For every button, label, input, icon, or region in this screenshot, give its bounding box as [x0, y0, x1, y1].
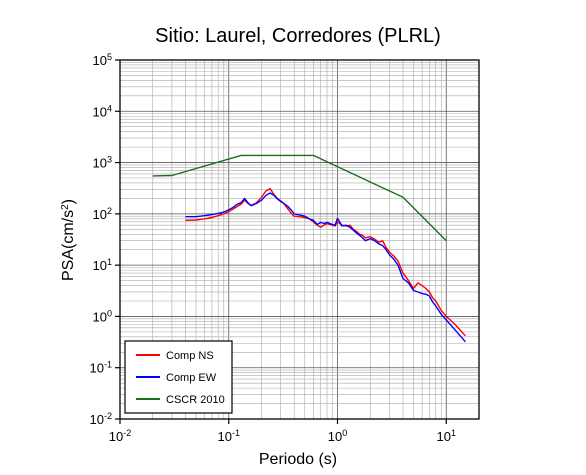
y-tick-label-exp: 1: [107, 257, 112, 267]
y-axis-label-sup: 2: [60, 204, 71, 210]
y-tick-label-base: 10: [93, 156, 107, 171]
x-tick-label: 10-1: [218, 428, 240, 444]
y-tick-label-base: 10: [93, 53, 107, 68]
y-axis-label-base: PSA(cm/s: [60, 210, 77, 281]
y-tick-label-exp: 3: [107, 155, 112, 165]
x-tick-label-exp: 1: [451, 428, 456, 438]
legend-label-1: Comp NS: [166, 350, 214, 362]
grid: [119, 59, 480, 420]
x-tick-label-base: 10: [328, 429, 342, 444]
y-tick-label-exp: -1: [104, 360, 112, 370]
x-tick-label: 100: [328, 428, 347, 444]
x-tick-label-exp: -1: [232, 428, 240, 438]
chart-title: Sitio: Laurel, Corredores (PLRL): [155, 25, 441, 47]
x-tick-label-exp: 0: [342, 428, 347, 438]
x-tick-labels: 10-2 10-1 100 101: [109, 428, 456, 444]
y-tick-label-exp: 5: [107, 52, 112, 62]
y-tick-label: 101: [93, 257, 112, 273]
y-tick-label-exp: 0: [107, 308, 112, 318]
y-axis-label-end: ): [60, 199, 77, 204]
y-tick-label-base: 10: [93, 207, 107, 222]
y-tick-label-exp: 4: [107, 103, 112, 113]
y-tick-label-exp: -2: [104, 411, 112, 421]
series-group: [152, 154, 466, 343]
y-axis-label: PSA(cm/s2): [60, 199, 78, 281]
x-tick-label-exp: -2: [123, 428, 131, 438]
legend-label-3: CSCR 2010: [166, 394, 225, 406]
x-tick-label-base: 10: [109, 429, 123, 444]
y-tick-label: 10-1: [90, 360, 112, 376]
series-line-2: [185, 192, 466, 343]
x-tick-label: 101: [437, 428, 456, 444]
x-tick-label-base: 10: [437, 429, 451, 444]
y-tick-label-base: 10: [90, 412, 104, 427]
legend: Comp NS Comp EW CSCR 2010: [124, 340, 233, 414]
y-tick-label-exp: 2: [107, 206, 112, 216]
y-tick-label: 105: [93, 52, 112, 68]
x-tick-label: 10-2: [109, 428, 131, 444]
legend-label-2: Comp EW: [166, 372, 217, 384]
plot-frame: [119, 59, 480, 420]
y-tick-label: 104: [93, 103, 112, 119]
y-tick-label-base: 10: [93, 258, 107, 273]
y-tick-label: 102: [93, 206, 112, 222]
y-tick-label: 100: [93, 308, 112, 324]
y-tick-label: 10-2: [90, 411, 112, 427]
series-line-3: [152, 154, 447, 242]
y-tick-label-base: 10: [93, 104, 107, 119]
x-tick-label-base: 10: [218, 429, 232, 444]
y-tick-label-base: 10: [90, 361, 104, 376]
tick-marks: [115, 59, 447, 424]
x-axis-label: Periodo (s): [259, 451, 337, 468]
y-tick-label-base: 10: [93, 309, 107, 324]
y-tick-label: 103: [93, 155, 112, 171]
